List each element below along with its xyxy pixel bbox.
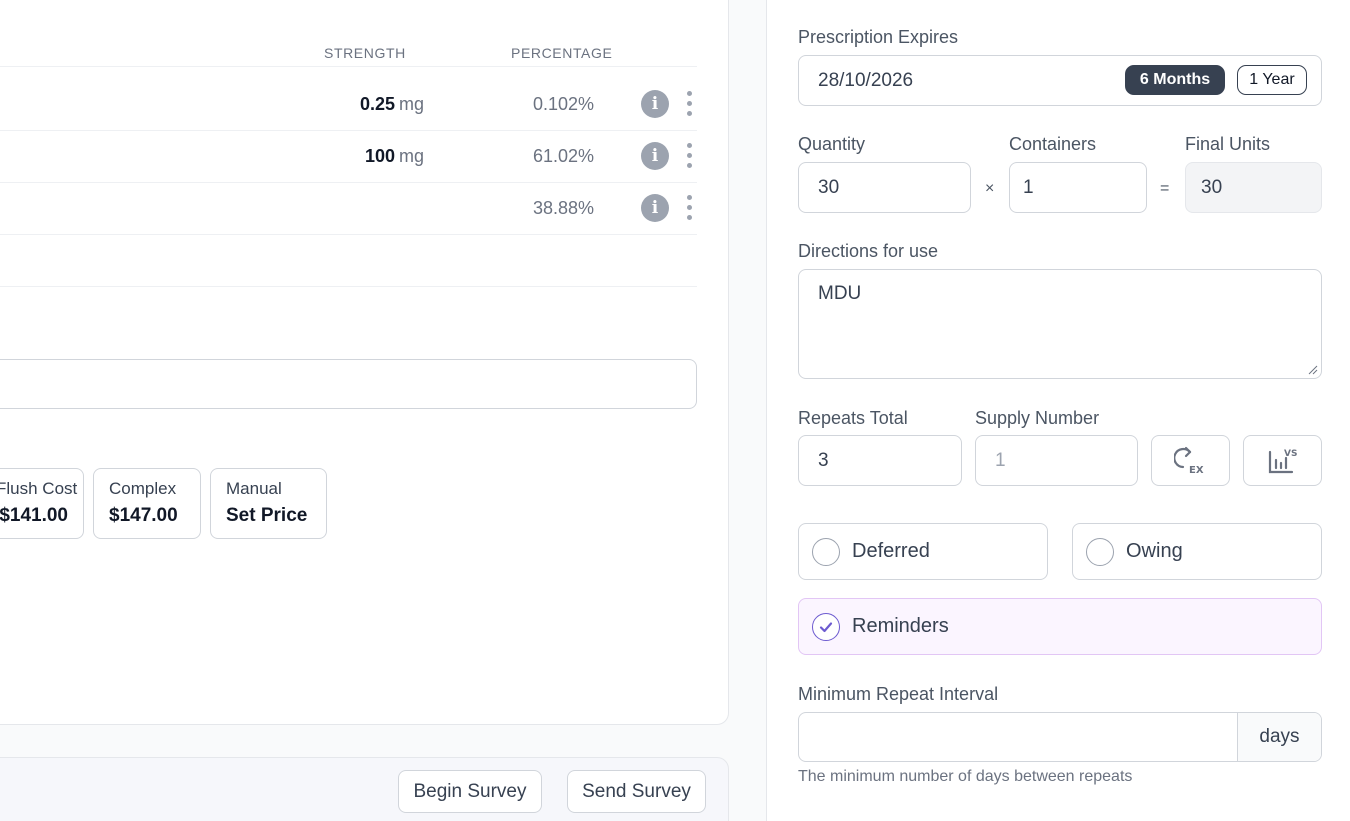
- column-header-percentage: PERCENTAGE: [511, 45, 613, 61]
- reminders-label: Reminders: [852, 615, 949, 637]
- row-divider: [0, 286, 697, 287]
- repeats-total-input[interactable]: 3: [798, 435, 962, 486]
- deferred-radio[interactable]: [812, 538, 840, 566]
- row-divider: [0, 182, 697, 183]
- prescription-expires-label: Prescription Expires: [798, 27, 959, 47]
- header-divider: [0, 66, 697, 67]
- repeat-ex-icon: EX: [1173, 446, 1204, 476]
- strength-value: 0.25: [359, 94, 395, 114]
- days-addon: days: [1237, 713, 1321, 761]
- min-repeat-interval-label: Minimum Repeat Interval: [798, 684, 999, 704]
- ingredients-panel: STRENGTH PERCENTAGE 0.25 mg 0.102% i 100 m…: [0, 0, 729, 821]
- deferred-option[interactable]: Deferred: [798, 523, 1048, 580]
- info-icon[interactable]: i: [641, 194, 669, 222]
- pane-divider: [766, 0, 767, 821]
- notes-input[interactable]: [0, 359, 697, 409]
- deferred-label: Deferred: [852, 540, 930, 562]
- price-value: $141.00: [0, 505, 68, 526]
- chart-vs-button[interactable]: VS: [1243, 435, 1322, 486]
- price-label: Manual: [226, 479, 282, 498]
- strength-cell: 100 mg: [365, 130, 424, 182]
- prescription-expires-input[interactable]: 28/10/2026: [798, 55, 1322, 106]
- strength-cell: 0.25 mg: [360, 78, 424, 130]
- price-option-manual[interactable]: Manual Set Price: [210, 468, 327, 539]
- info-icon[interactable]: i: [641, 142, 669, 170]
- reminders-radio[interactable]: [812, 613, 840, 641]
- supply-number-input[interactable]: 1: [975, 435, 1138, 486]
- send-survey-button[interactable]: Send Survey: [567, 770, 706, 813]
- column-header-strength: STRENGTH: [324, 45, 406, 61]
- percentage-cell: 38.88%: [532, 198, 594, 218]
- strength-value: 100: [364, 146, 395, 166]
- min-repeat-interval-group: days: [798, 712, 1322, 762]
- quantity-label: Quantity: [798, 134, 866, 154]
- info-icon[interactable]: i: [641, 90, 669, 118]
- price-label: Flush Cost: [0, 479, 78, 498]
- min-repeat-interval-input[interactable]: [799, 713, 1237, 761]
- table-row: 0.25 mg 0.102% i: [0, 78, 697, 130]
- final-units-label: Final Units: [1185, 134, 1271, 154]
- begin-survey-button[interactable]: Begin Survey: [398, 770, 542, 813]
- more-vertical-icon[interactable]: [681, 143, 697, 169]
- percentage-cell: 0.102%: [532, 94, 594, 114]
- directions-label: Directions for use: [798, 241, 939, 261]
- reminders-option[interactable]: Reminders: [798, 598, 1322, 655]
- more-vertical-icon[interactable]: [681, 91, 697, 117]
- table-row: 38.88% i: [0, 182, 697, 234]
- chart-vs-icon: VS: [1268, 449, 1297, 473]
- price-value: $147.00: [109, 505, 178, 526]
- price-value: Set Price: [226, 505, 308, 526]
- more-vertical-icon[interactable]: [681, 195, 697, 221]
- check-icon: [819, 622, 833, 633]
- equals-operator: =: [1160, 180, 1170, 197]
- directions-textarea[interactable]: MDU: [798, 269, 1322, 379]
- supply-number-label: Supply Number: [975, 408, 1100, 428]
- table-row: 100 mg 61.02% i: [0, 130, 697, 182]
- containers-label: Containers: [1009, 134, 1097, 154]
- price-label: Complex: [109, 479, 177, 498]
- owing-radio[interactable]: [1086, 538, 1114, 566]
- directions-text: MDU: [818, 283, 862, 304]
- final-units-field: 30: [1185, 162, 1322, 213]
- repeats-total-label: Repeats Total: [798, 408, 908, 428]
- min-repeat-interval-help: The minimum number of days between repea…: [798, 768, 1133, 785]
- containers-input[interactable]: 1: [1009, 162, 1147, 213]
- row-divider: [0, 234, 697, 235]
- strength-unit: mg: [398, 146, 424, 166]
- price-option-complex[interactable]: Complex $147.00: [93, 468, 201, 539]
- svg-text:EX: EX: [1189, 465, 1204, 476]
- row-divider: [0, 130, 697, 131]
- price-option-flush[interactable]: Flush Cost $141.00: [0, 468, 84, 539]
- expiry-chip-1-year[interactable]: 1 Year: [1237, 65, 1307, 95]
- quantity-input[interactable]: 30: [798, 162, 971, 213]
- repeat-ex-button[interactable]: EX: [1151, 435, 1230, 486]
- strength-unit: mg: [398, 94, 424, 114]
- expiry-chip-6-months[interactable]: 6 Months: [1125, 65, 1225, 95]
- owing-option[interactable]: Owing: [1072, 523, 1322, 580]
- times-operator: ×: [985, 180, 995, 197]
- owing-label: Owing: [1126, 540, 1183, 562]
- percentage-cell: 61.02%: [532, 146, 594, 166]
- resize-grip-icon[interactable]: [1308, 365, 1318, 375]
- svg-text:VS: VS: [1284, 449, 1297, 459]
